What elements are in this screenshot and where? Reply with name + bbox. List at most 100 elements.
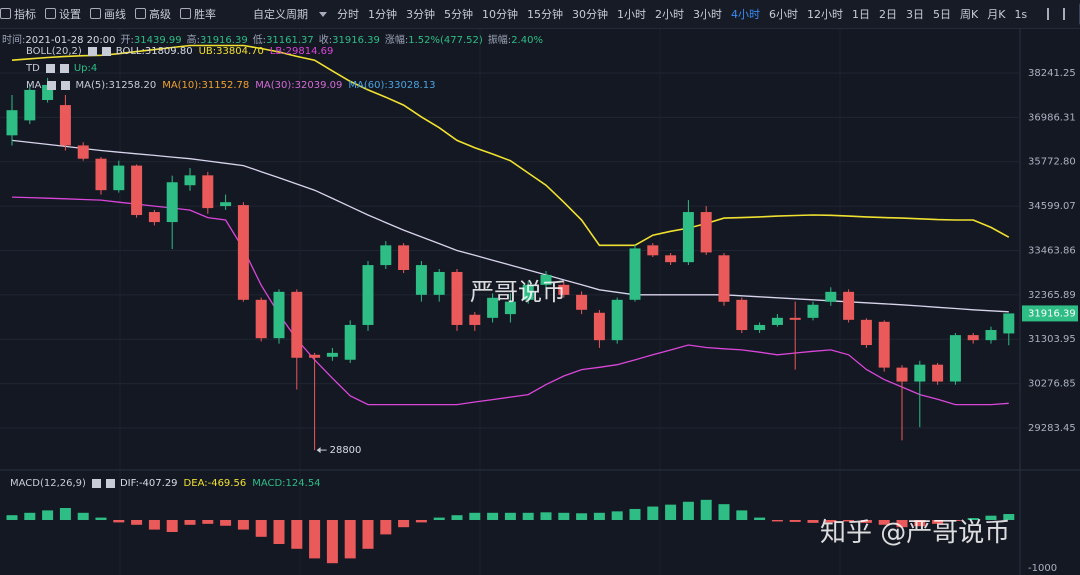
indicator-value: UB:33804.70: [198, 46, 264, 57]
candle-body: [255, 299, 267, 339]
candle-body: [754, 324, 766, 331]
info-label: 涨幅:: [384, 35, 409, 46]
macd-bar: [362, 519, 374, 549]
custom-period[interactable]: 自定义周期: [253, 8, 308, 21]
period-button[interactable]: 10分钟: [482, 8, 518, 21]
close-icon[interactable]: [61, 81, 71, 90]
icon[interactable]: [1063, 8, 1066, 20]
period-button[interactable]: 2小时: [655, 8, 684, 21]
tool-button[interactable]: 设置: [45, 6, 81, 22]
period-button[interactable]: 6小时: [769, 8, 798, 21]
macd-bar: [309, 519, 321, 559]
settings-icon[interactable]: [45, 64, 55, 73]
indicator-value: MA(30):32039.09: [255, 80, 343, 91]
period-button[interactable]: 月K: [987, 8, 1006, 21]
period-button[interactable]: 5分钟: [444, 8, 473, 21]
settings-icon[interactable]: [47, 81, 57, 90]
candle-body: [1003, 313, 1015, 334]
candle-body: [95, 158, 107, 191]
tool-button[interactable]: 高级: [135, 6, 171, 22]
period-button[interactable]: 12小时: [807, 8, 843, 21]
y-tick-label: 29283.45: [1028, 423, 1076, 434]
candle-body: [629, 248, 641, 300]
macd-bar: [682, 501, 694, 520]
settings-icon[interactable]: [91, 479, 101, 488]
settings-icon[interactable]: [87, 47, 97, 56]
last-price: 31916.39: [1028, 308, 1076, 319]
period-button[interactable]: 分时: [337, 8, 359, 21]
candle-body: [433, 271, 445, 295]
period-button[interactable]: 2日: [879, 8, 897, 21]
candle-body: [932, 364, 944, 382]
period-button[interactable]: 1日: [852, 8, 870, 21]
info-item: 振幅:2.40%: [488, 31, 543, 46]
info-value: 31916.39: [332, 35, 380, 46]
macd-bar: [665, 504, 677, 520]
period-button[interactable]: 5日: [933, 8, 951, 21]
indicator-name: MA: [26, 80, 42, 91]
info-label: 收:: [318, 35, 333, 46]
macd-bar: [647, 506, 659, 520]
period-button[interactable]: 4小时: [731, 8, 760, 21]
candle-body: [825, 291, 837, 302]
arrow-head: [316, 447, 321, 454]
macd-bar: [326, 519, 338, 564]
macd-bar: [77, 512, 89, 520]
macd-bar: [220, 519, 232, 526]
period-button[interactable]: 周K: [960, 8, 979, 21]
macd-bar: [736, 510, 748, 520]
tool-label: 指标: [14, 8, 36, 21]
candle-body: [202, 175, 214, 209]
period-button[interactable]: 30分钟: [572, 8, 608, 21]
y-tick-label: 38241.25: [1028, 68, 1076, 79]
period-button[interactable]: 1分钟: [368, 8, 397, 21]
candle-body: [220, 202, 232, 207]
macd-bar: [184, 519, 196, 525]
candle-body: [184, 175, 196, 186]
candle-body: [593, 312, 605, 341]
macd-bar: [113, 519, 125, 523]
period-button[interactable]: 3分钟: [406, 8, 435, 21]
macd-bar: [593, 512, 605, 520]
tool-button[interactable]: 画线: [90, 6, 126, 22]
macd-bar: [985, 515, 997, 520]
candle-body: [451, 271, 463, 325]
period-button[interactable]: 3小时: [693, 8, 722, 21]
close-icon[interactable]: [105, 479, 115, 488]
period-button[interactable]: 3日: [906, 8, 924, 21]
tool-button[interactable]: 胜率: [180, 6, 216, 22]
macd-bar: [166, 519, 178, 532]
candle-body: [914, 364, 926, 382]
interval[interactable]: 1s: [1014, 7, 1028, 21]
macd-bar: [540, 512, 552, 520]
indicator-value: Up:4: [73, 63, 98, 74]
tool-button[interactable]: 指标: [0, 6, 36, 22]
tool-icon: [90, 8, 101, 19]
info-label: 开:: [120, 35, 134, 46]
info-label: 时间:: [2, 35, 26, 46]
candle-body: [326, 352, 338, 357]
icon[interactable]: [1047, 8, 1050, 20]
candle-body: [771, 317, 783, 325]
macd-bar: [148, 519, 160, 530]
candle-body: [985, 330, 997, 341]
indicator-value: MA(5):31258.20: [75, 80, 157, 91]
macd-bar: [629, 508, 641, 520]
indicator-value: MA(60):33028.13: [348, 80, 436, 91]
info-label: 低:: [252, 35, 267, 46]
info-value: 2.40%: [511, 35, 543, 46]
candle-body: [131, 165, 143, 216]
info-item: 开:31439.99: [121, 31, 182, 46]
period-button[interactable]: 15分钟: [527, 8, 563, 21]
low-label: 28800: [330, 445, 362, 456]
period-button[interactable]: 1小时: [617, 8, 646, 21]
close-icon[interactable]: [59, 64, 69, 73]
macd-bar: [451, 515, 463, 520]
close-icon[interactable]: [101, 47, 111, 56]
macd-bar: [380, 519, 392, 535]
info-label: 振幅:: [487, 35, 512, 46]
tool-label: 高级: [149, 8, 171, 21]
candle-body: [843, 291, 855, 320]
